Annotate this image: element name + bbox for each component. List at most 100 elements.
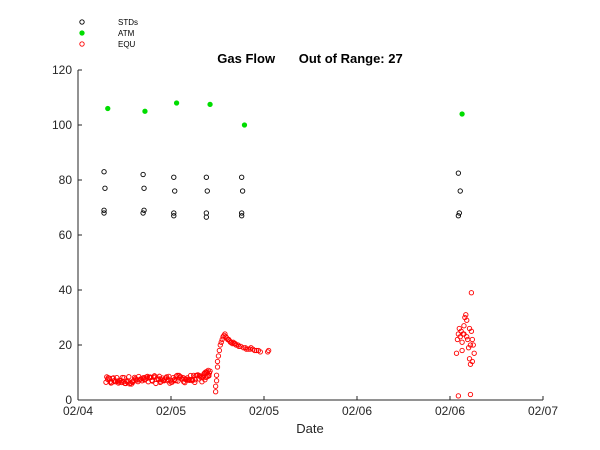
x-axis-label: Date xyxy=(296,421,323,436)
data-point xyxy=(469,358,475,365)
data-point xyxy=(456,210,462,216)
x-tick-label: 02/06 xyxy=(435,404,465,418)
data-point xyxy=(101,169,107,175)
data-point xyxy=(121,375,127,381)
data-point xyxy=(453,350,460,356)
data-point xyxy=(243,346,249,352)
data-marks xyxy=(101,100,477,399)
data-point xyxy=(459,339,465,345)
y-tick-label: 20 xyxy=(59,338,73,352)
data-point xyxy=(455,170,462,176)
data-point xyxy=(141,185,147,191)
data-point xyxy=(207,101,213,108)
data-point xyxy=(464,317,470,323)
data-point xyxy=(469,336,475,343)
y-tick-label: 60 xyxy=(59,228,73,242)
data-point xyxy=(105,105,111,112)
data-point xyxy=(203,214,209,220)
chart-title-extra: Out of Range: 27 xyxy=(299,51,403,66)
data-point xyxy=(142,108,148,114)
data-point xyxy=(238,343,244,350)
data-point xyxy=(457,188,463,194)
legend-marker-stds xyxy=(79,19,85,25)
x-tick-label: 02/06 xyxy=(342,404,372,418)
data-point xyxy=(214,364,221,370)
data-point xyxy=(212,389,219,395)
data-point xyxy=(241,122,248,128)
data-point xyxy=(239,210,245,216)
axes: 0 20 40 60 80 100 120 02/04 02/05 02/05 02/06 02/06… xyxy=(52,63,558,418)
data-point xyxy=(455,393,462,399)
data-point xyxy=(239,174,245,180)
data-point xyxy=(265,347,272,354)
data-point xyxy=(457,334,463,340)
data-point xyxy=(171,210,177,216)
series-stds xyxy=(101,169,463,220)
data-point xyxy=(197,373,203,380)
data-point xyxy=(114,374,120,381)
data-point xyxy=(204,188,210,194)
data-point xyxy=(240,345,247,351)
data-point xyxy=(461,323,467,329)
data-point xyxy=(252,347,258,354)
y-tick-label: 80 xyxy=(59,173,73,187)
data-point xyxy=(467,391,474,398)
data-point xyxy=(217,342,223,348)
data-point xyxy=(466,325,473,332)
chart-title: Gas Flow Out of Range: 27 xyxy=(217,51,402,66)
y-tick-label: 120 xyxy=(52,63,72,77)
x-tick-label: 02/05 xyxy=(156,404,186,418)
data-point xyxy=(102,185,108,191)
data-point xyxy=(207,368,213,374)
data-point xyxy=(219,336,225,343)
data-point xyxy=(101,210,107,216)
data-point xyxy=(257,349,263,355)
data-point xyxy=(239,213,245,219)
legend: STDs ATM EQU xyxy=(79,18,138,49)
data-point xyxy=(218,339,224,345)
data-point xyxy=(192,379,198,386)
data-point xyxy=(468,290,475,296)
data-point xyxy=(171,213,177,219)
data-point xyxy=(222,331,228,337)
y-tick-label: 40 xyxy=(59,283,73,297)
data-point xyxy=(459,111,465,117)
data-point xyxy=(203,174,209,180)
data-point xyxy=(463,312,469,318)
data-point xyxy=(176,374,183,380)
data-point xyxy=(454,336,461,343)
data-point xyxy=(140,210,146,216)
data-point xyxy=(126,374,132,380)
data-point xyxy=(470,342,476,348)
series-atm xyxy=(105,100,465,128)
data-point xyxy=(206,373,212,379)
data-point xyxy=(216,347,223,354)
series-equ xyxy=(103,290,477,399)
data-point xyxy=(464,334,470,340)
data-point xyxy=(455,213,462,219)
x-tick-label: 02/04 xyxy=(63,404,93,418)
x-tick-label: 02/07 xyxy=(528,404,558,418)
data-point xyxy=(140,171,146,178)
data-point xyxy=(239,188,246,194)
x-tick-label: 02/05 xyxy=(249,404,279,418)
data-point xyxy=(466,356,473,362)
data-point xyxy=(213,378,220,384)
data-point xyxy=(171,174,177,180)
data-point xyxy=(215,353,222,359)
legend-marker-equ xyxy=(79,41,85,47)
data-point xyxy=(236,343,242,350)
data-point xyxy=(214,358,221,365)
data-point xyxy=(467,342,474,348)
data-point xyxy=(182,379,188,386)
y-tick-label: 0 xyxy=(65,393,72,407)
data-point xyxy=(461,331,467,337)
legend-marker-atm xyxy=(79,30,85,36)
data-point xyxy=(141,207,147,213)
data-point xyxy=(101,207,107,213)
legend-label-atm: ATM xyxy=(118,29,135,38)
data-point xyxy=(233,342,239,348)
data-point xyxy=(172,188,178,194)
